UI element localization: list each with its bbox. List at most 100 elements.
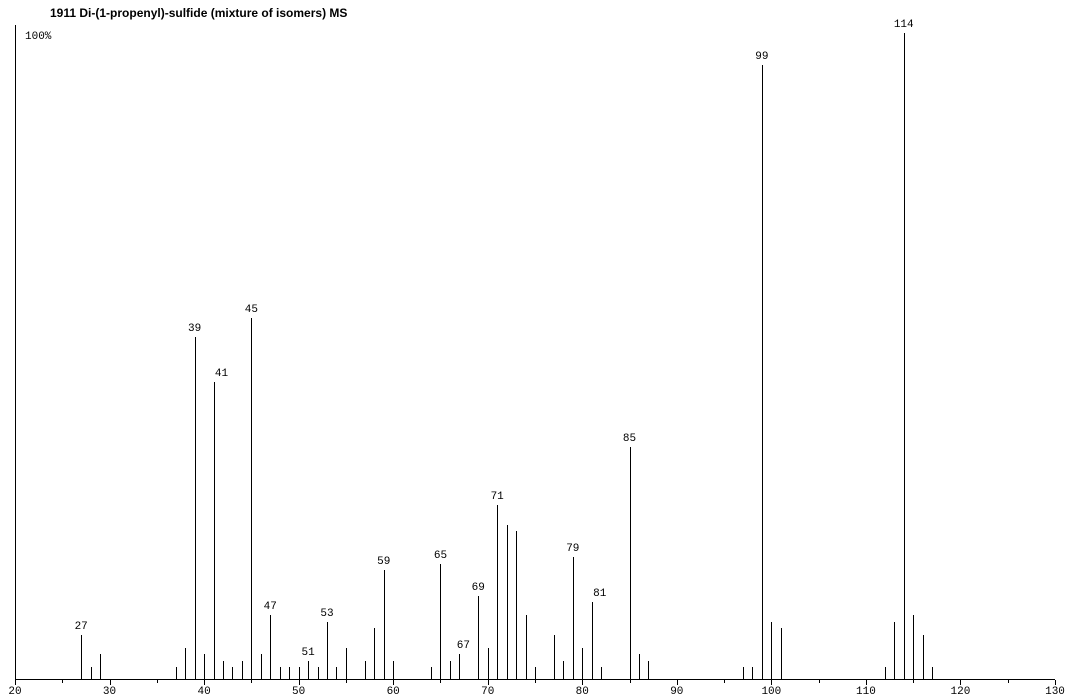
x-tick-minor <box>346 680 347 683</box>
peak-bar <box>280 667 281 680</box>
x-tick-label: 20 <box>8 686 21 698</box>
spectrum-plot: 100% 2030405060708090100110120130 273941… <box>15 25 1055 680</box>
peak-bar <box>771 622 772 680</box>
y-axis <box>15 25 16 680</box>
peak-bar <box>270 615 271 680</box>
peak-bar <box>223 661 224 680</box>
x-tick-minor <box>1008 680 1009 683</box>
peak-bar <box>554 635 555 680</box>
peak-bar <box>327 622 328 680</box>
peak-bar <box>336 667 337 680</box>
peak-bar <box>781 628 782 680</box>
peak-label: 27 <box>75 621 88 633</box>
x-tick-major <box>677 680 678 685</box>
peak-label: 85 <box>623 433 636 445</box>
peak-label: 39 <box>188 323 201 335</box>
x-tick-major <box>582 680 583 685</box>
peak-label: 51 <box>301 647 314 659</box>
peak-bar <box>214 382 215 680</box>
peak-bar <box>497 505 498 680</box>
peak-label: 41 <box>215 368 228 380</box>
peak-bar <box>601 667 602 680</box>
peak-label: 79 <box>566 543 579 555</box>
peak-label: 67 <box>457 640 470 652</box>
peak-bar <box>573 557 574 680</box>
peak-bar <box>904 33 905 680</box>
x-tick-label: 40 <box>197 686 210 698</box>
peak-bar <box>289 667 290 680</box>
peak-bar <box>365 661 366 680</box>
x-tick-major <box>1055 680 1056 685</box>
peak-bar <box>762 65 763 680</box>
peak-bar <box>384 570 385 680</box>
peak-bar <box>308 661 309 680</box>
x-tick-label: 130 <box>1045 686 1065 698</box>
x-tick-label: 80 <box>576 686 589 698</box>
x-tick-minor <box>62 680 63 683</box>
peak-bar <box>507 525 508 680</box>
x-tick-major <box>15 680 16 685</box>
peak-label: 53 <box>320 608 333 620</box>
peak-bar <box>299 667 300 680</box>
chart-title: 1911 Di-(1-propenyl)-sulfide (mixture of… <box>50 6 347 20</box>
peak-bar <box>885 667 886 680</box>
peak-label: 114 <box>894 19 914 31</box>
peak-bar <box>592 602 593 680</box>
peak-bar <box>431 667 432 680</box>
x-tick-major <box>299 680 300 685</box>
peak-bar <box>526 615 527 680</box>
peak-bar <box>488 648 489 680</box>
peak-bar <box>185 648 186 680</box>
peak-bar <box>204 654 205 680</box>
peak-bar <box>630 447 631 680</box>
peak-bar <box>91 667 92 680</box>
peak-label: 81 <box>593 588 606 600</box>
x-tick-minor <box>630 680 631 683</box>
y-axis-label: 100% <box>25 31 51 43</box>
x-tick-minor <box>440 680 441 683</box>
peak-bar <box>374 628 375 680</box>
x-tick-minor <box>724 680 725 683</box>
peak-label: 69 <box>472 582 485 594</box>
peak-bar <box>81 635 82 680</box>
x-tick-major <box>866 680 867 685</box>
peak-bar <box>450 661 451 680</box>
x-tick-label: 90 <box>670 686 683 698</box>
x-tick-major <box>771 680 772 685</box>
peak-bar <box>100 654 101 680</box>
x-tick-major <box>110 680 111 685</box>
x-tick-major <box>204 680 205 685</box>
peak-bar <box>752 667 753 680</box>
peak-bar <box>478 596 479 680</box>
peak-bar <box>261 654 262 680</box>
peak-bar <box>251 318 252 680</box>
peak-bar <box>440 564 441 680</box>
x-tick-minor <box>157 680 158 683</box>
x-tick-minor <box>535 680 536 683</box>
peak-bar <box>913 615 914 680</box>
peak-bar <box>582 648 583 680</box>
peak-bar <box>516 531 517 680</box>
peak-label: 59 <box>377 556 390 568</box>
peak-bar <box>563 661 564 680</box>
peak-bar <box>535 667 536 680</box>
x-tick-label: 50 <box>292 686 305 698</box>
x-tick-label: 60 <box>387 686 400 698</box>
x-tick-major <box>960 680 961 685</box>
x-tick-label: 100 <box>761 686 781 698</box>
x-tick-minor <box>251 680 252 683</box>
peak-bar <box>232 667 233 680</box>
x-tick-label: 120 <box>951 686 971 698</box>
peak-bar <box>743 667 744 680</box>
peak-label: 45 <box>245 304 258 316</box>
peak-bar <box>459 654 460 680</box>
x-tick-major <box>393 680 394 685</box>
peak-bar <box>894 622 895 680</box>
peak-bar <box>932 667 933 680</box>
x-tick-label: 110 <box>856 686 876 698</box>
x-tick-minor <box>913 680 914 683</box>
peak-label: 99 <box>755 51 768 63</box>
peak-label: 65 <box>434 550 447 562</box>
peak-bar <box>176 667 177 680</box>
x-tick-label: 70 <box>481 686 494 698</box>
